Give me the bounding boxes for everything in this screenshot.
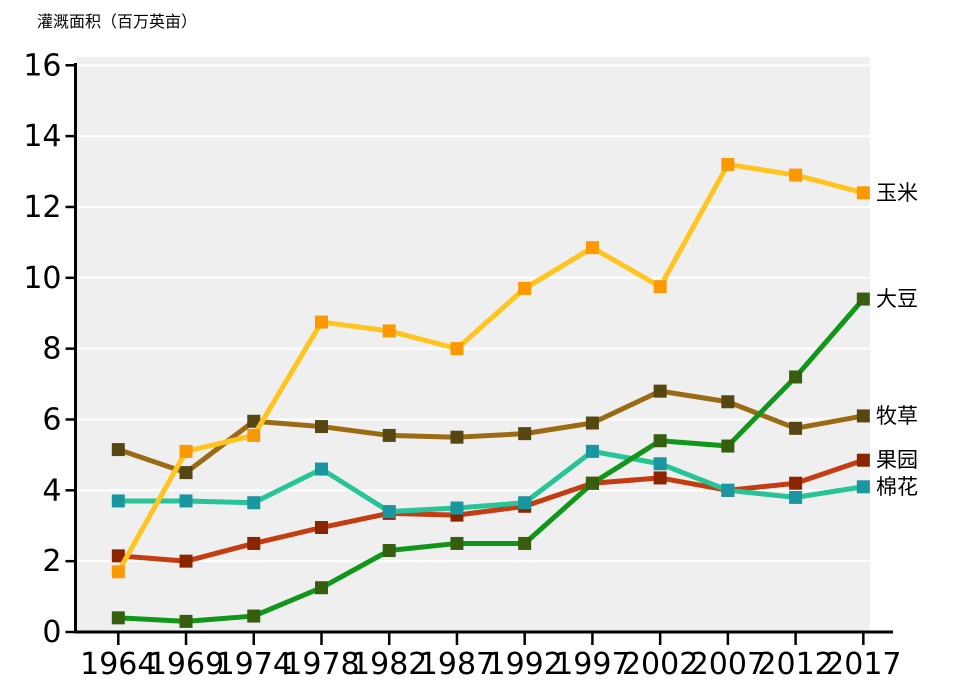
series-line-牧草 <box>115 388 866 476</box>
legend-label-玉米: 玉米 <box>876 181 918 205</box>
data-point-marker-玉米 <box>585 241 599 255</box>
x-tick-label: 1978 <box>283 647 359 682</box>
data-point-marker-大豆 <box>247 609 261 623</box>
data-point-marker-牧草 <box>111 443 125 457</box>
x-tick-label: 1974 <box>216 647 292 682</box>
data-point-marker-牧草 <box>247 414 261 428</box>
series-line-棉花 <box>115 448 866 515</box>
data-point-marker-玉米 <box>653 280 667 294</box>
data-point-marker-棉花 <box>856 480 870 494</box>
data-point-marker-玉米 <box>111 565 125 579</box>
data-point-marker-大豆 <box>382 544 396 558</box>
plot-area <box>77 57 870 632</box>
series-line-玉米 <box>115 161 866 575</box>
x-tick-label: 2007 <box>690 647 766 682</box>
data-point-marker-玉米 <box>314 315 328 329</box>
data-point-marker-牧草 <box>789 421 803 435</box>
data-point-marker-棉花 <box>789 490 803 504</box>
legend-label-大豆: 大豆 <box>876 287 918 311</box>
data-point-marker-棉花 <box>450 501 464 515</box>
data-point-marker-大豆 <box>179 614 193 628</box>
data-point-marker-大豆 <box>111 611 125 625</box>
y-tick-label: 14 <box>23 119 61 154</box>
x-tick-label: 1964 <box>80 647 156 682</box>
data-point-marker-玉米 <box>721 157 735 171</box>
data-point-marker-大豆 <box>518 536 532 550</box>
data-point-marker-果园 <box>247 536 261 550</box>
data-point-marker-果园 <box>314 521 328 535</box>
y-tick-label: 8 <box>42 332 61 367</box>
y-tick-label: 6 <box>42 402 61 437</box>
x-tick-label: 1997 <box>554 647 630 682</box>
series-line-大豆 <box>115 296 866 624</box>
data-point-marker-棉花 <box>179 494 193 508</box>
x-tick-label: 1992 <box>487 647 563 682</box>
data-point-marker-棉花 <box>382 505 396 519</box>
data-point-marker-牧草 <box>314 420 328 434</box>
data-point-marker-果园 <box>179 554 193 568</box>
y-tick-label: 16 <box>23 48 61 83</box>
data-point-marker-牧草 <box>585 416 599 430</box>
legend-label-棉花: 棉花 <box>876 475 918 499</box>
data-point-marker-大豆 <box>314 581 328 595</box>
chart-title: 灌溉面积（百万英亩） <box>37 12 197 31</box>
data-point-marker-玉米 <box>789 168 803 182</box>
x-tick-label: 2017 <box>825 647 901 682</box>
plot-root: 0246810121416196419691974197819821987199… <box>23 48 918 682</box>
x-tick-label: 2002 <box>622 647 698 682</box>
data-point-marker-大豆 <box>585 476 599 490</box>
data-point-marker-果园 <box>653 471 667 485</box>
data-point-marker-棉花 <box>585 444 599 458</box>
data-point-marker-玉米 <box>382 324 396 338</box>
x-tick-label: 1987 <box>419 647 495 682</box>
data-point-marker-大豆 <box>856 292 870 306</box>
y-tick-label: 0 <box>42 615 61 650</box>
data-point-marker-玉米 <box>247 428 261 442</box>
data-point-marker-玉米 <box>179 444 193 458</box>
y-tick-label: 2 <box>42 544 61 579</box>
x-tick-label: 1982 <box>351 647 427 682</box>
data-point-marker-玉米 <box>450 342 464 356</box>
y-tick-label: 12 <box>23 190 61 225</box>
series-牧草 <box>111 384 870 480</box>
x-tick-label: 1969 <box>148 647 224 682</box>
y-tick-label: 10 <box>23 261 61 296</box>
data-point-marker-牧草 <box>450 430 464 444</box>
series-玉米 <box>111 157 870 579</box>
data-point-marker-牧草 <box>721 395 735 409</box>
data-point-marker-牧草 <box>856 409 870 423</box>
data-point-marker-果园 <box>856 453 870 467</box>
legend-label-牧草: 牧草 <box>876 404 918 428</box>
data-point-marker-果园 <box>789 476 803 490</box>
data-point-marker-棉花 <box>721 483 735 497</box>
data-point-marker-牧草 <box>518 427 532 441</box>
data-point-marker-棉花 <box>247 496 261 510</box>
data-point-marker-棉花 <box>314 462 328 476</box>
data-point-marker-棉花 <box>653 457 667 471</box>
data-point-marker-牧草 <box>179 466 193 480</box>
data-point-marker-果园 <box>111 549 125 563</box>
data-point-marker-棉花 <box>518 496 532 510</box>
data-point-marker-牧草 <box>653 384 667 398</box>
data-point-marker-玉米 <box>856 186 870 200</box>
data-point-marker-大豆 <box>653 434 667 448</box>
data-point-marker-玉米 <box>518 281 532 295</box>
x-tick-label: 2012 <box>757 647 833 682</box>
y-tick-label: 4 <box>42 473 61 508</box>
series-棉花 <box>111 444 870 519</box>
series-大豆 <box>111 292 870 628</box>
data-point-marker-大豆 <box>450 536 464 550</box>
data-point-marker-大豆 <box>789 370 803 384</box>
data-point-marker-大豆 <box>721 439 735 453</box>
data-point-marker-牧草 <box>382 428 396 442</box>
data-point-marker-棉花 <box>111 494 125 508</box>
legend-label-果园: 果园 <box>876 448 918 472</box>
